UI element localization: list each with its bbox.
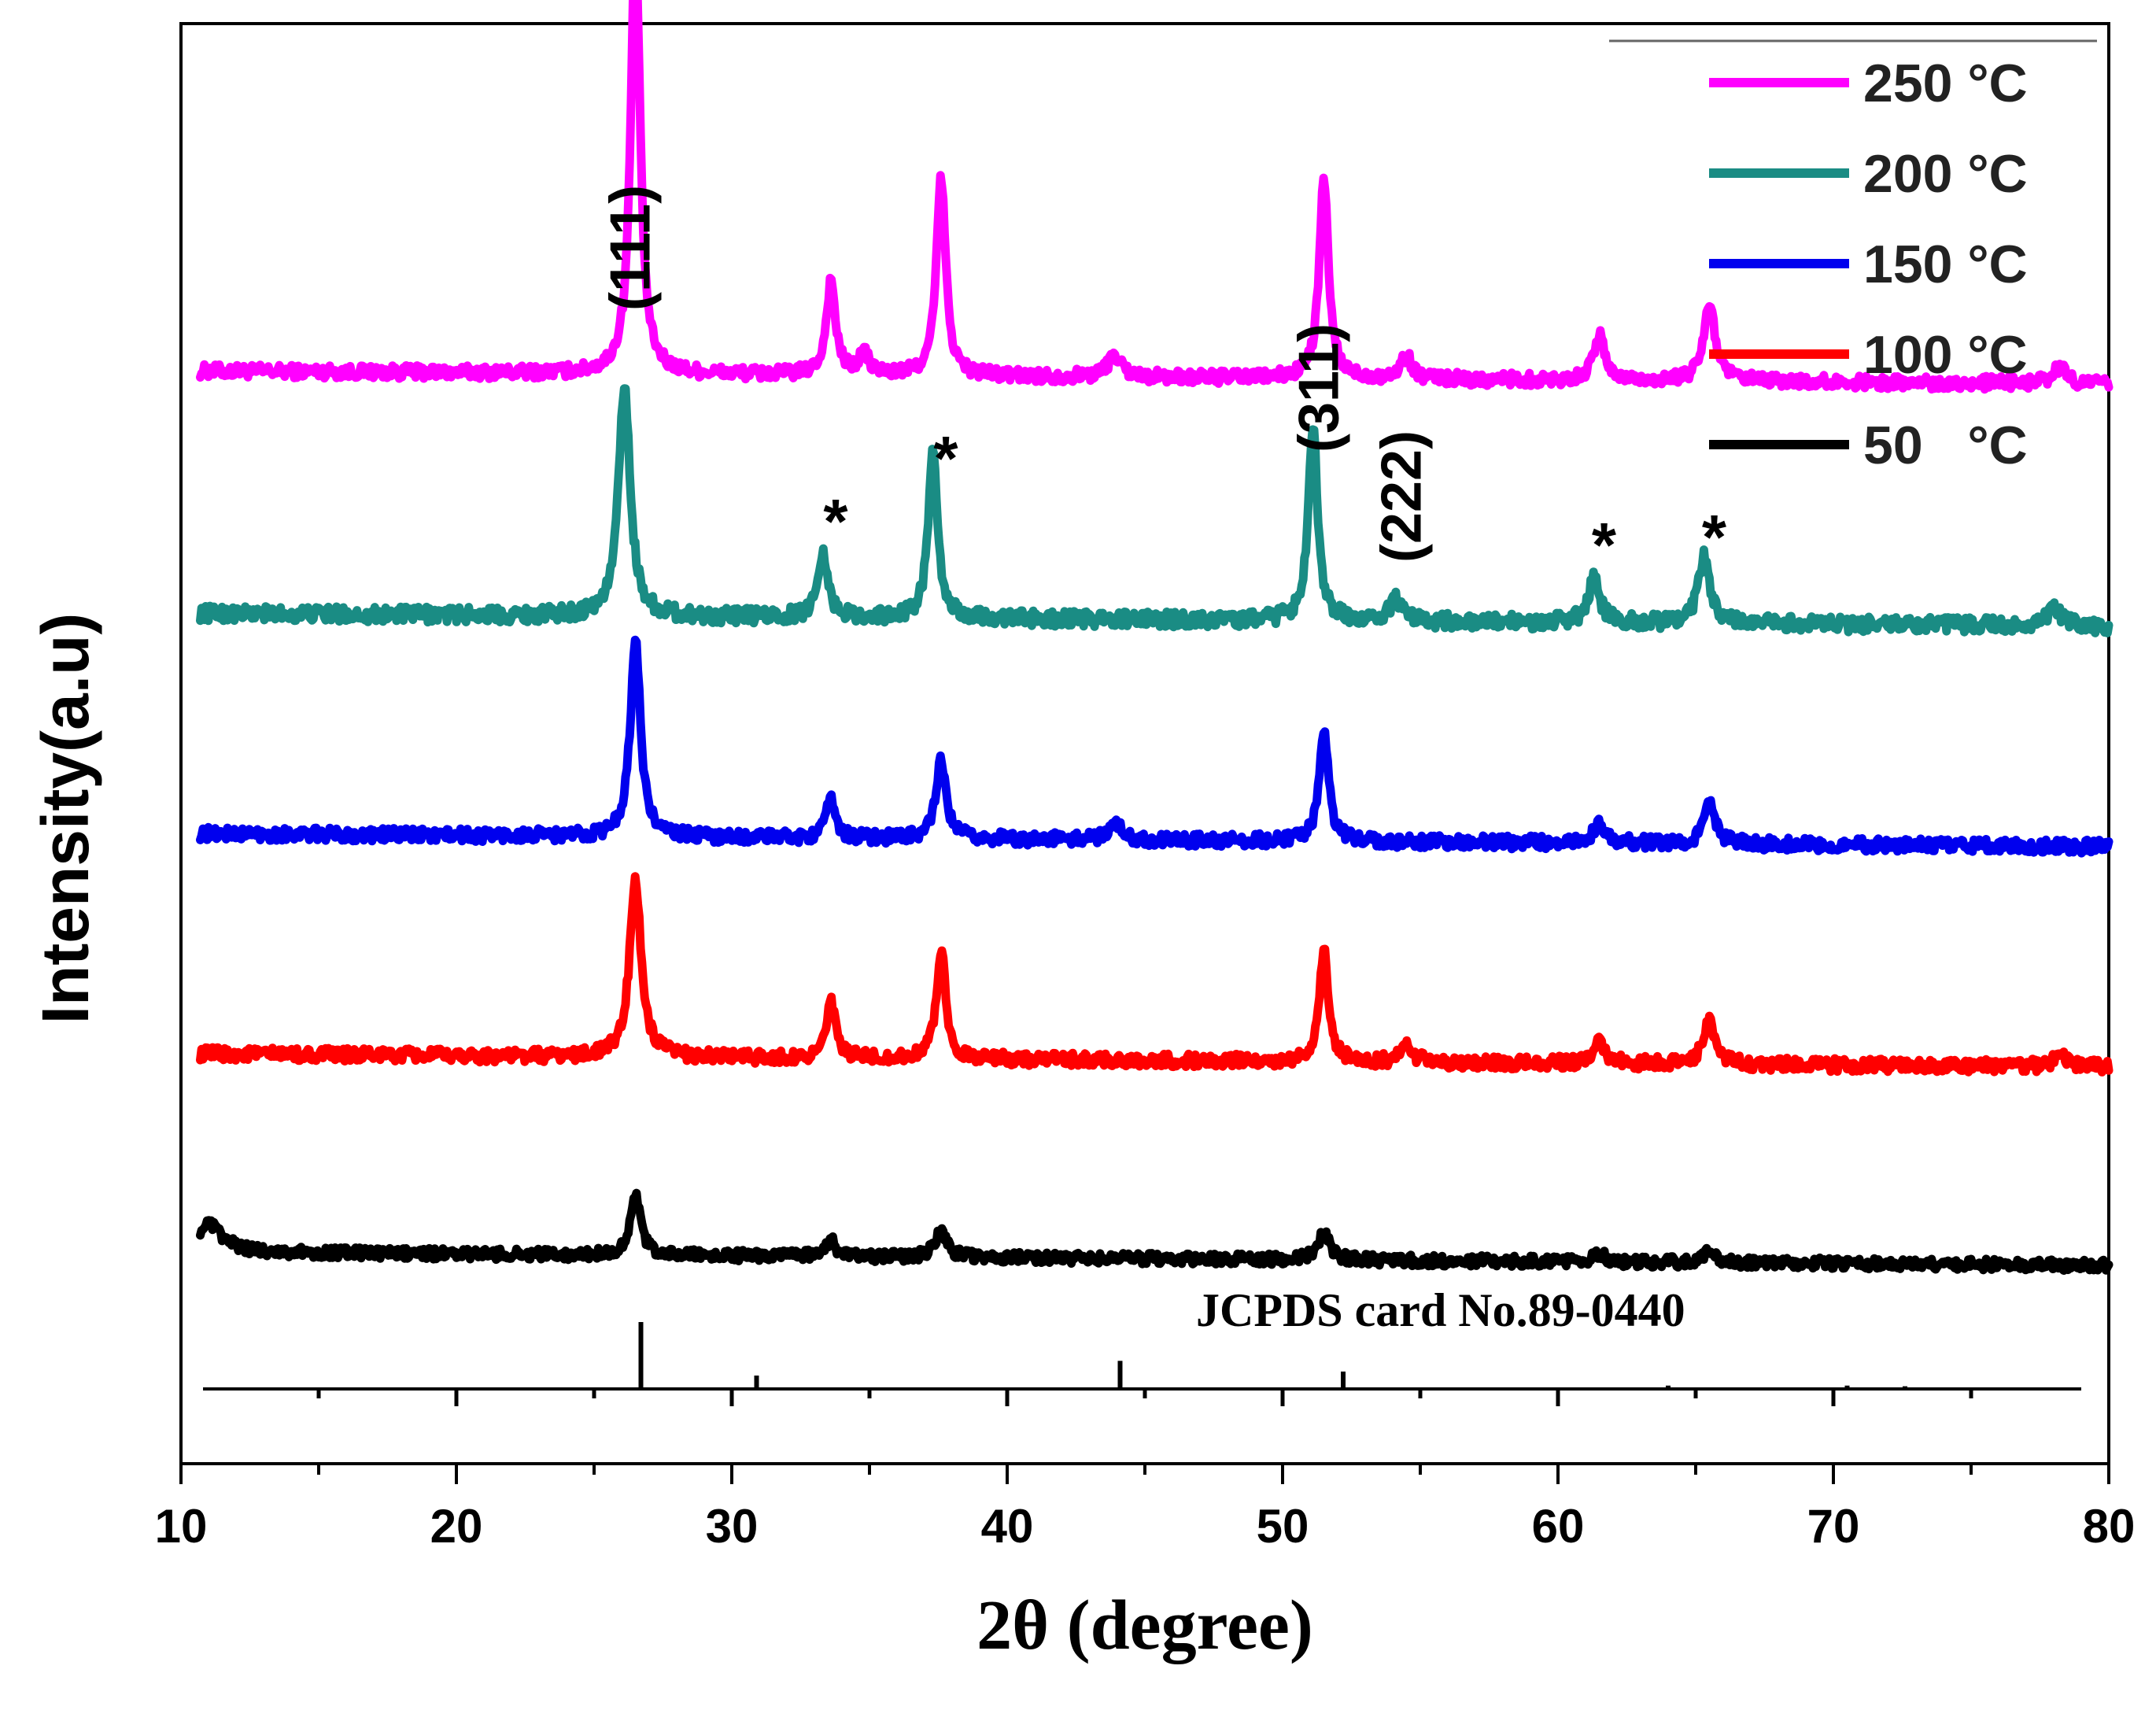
series-layer xyxy=(196,0,2114,1275)
x-tick-label-50: 50 xyxy=(1257,1500,1309,1553)
hkl-label-311: (311) xyxy=(1288,323,1351,452)
star-marker-7: * xyxy=(1702,502,1727,572)
legend-label-1: 250 °C xyxy=(1863,54,2028,113)
series-line-2 xyxy=(196,384,2114,637)
hkl-label-222: (222) xyxy=(1371,430,1434,563)
reference-pattern xyxy=(203,1322,2081,1406)
legend-label-4: 100 °C xyxy=(1863,325,2028,385)
star-marker-6: * xyxy=(1592,510,1617,580)
hkl-label-111: (111) xyxy=(600,185,663,311)
y-axis-label: Intensity(a.u) xyxy=(28,613,102,1025)
series-line-5 xyxy=(196,1188,2114,1275)
reference-label: JCPDS card No.89-0440 xyxy=(1196,1284,1685,1336)
x-tick-label-20: 20 xyxy=(430,1500,483,1553)
series-line-1 xyxy=(196,0,2114,394)
x-tick-label-70: 70 xyxy=(1807,1500,1860,1553)
x-tick-label-40: 40 xyxy=(981,1500,1034,1553)
legend-label-3: 150 °C xyxy=(1863,235,2028,294)
x-tick-label-60: 60 xyxy=(1532,1500,1585,1553)
star-marker-4: * xyxy=(823,486,848,556)
legend-label-5: 50 °C xyxy=(1863,415,2028,475)
star-marker-5: * xyxy=(933,423,958,493)
legend: 250 °C 200 °C 150 °C 100 °C 50 °C xyxy=(1709,54,2028,475)
series-line-4 xyxy=(196,872,2114,1077)
peak-annotations: (111) (311) (222) * * * * xyxy=(600,185,1727,580)
x-tick-label-80: 80 xyxy=(2083,1500,2136,1553)
series-line-3 xyxy=(196,635,2114,858)
x-axis-label: 2θ (degree) xyxy=(976,1586,1313,1664)
x-tick-label-10: 10 xyxy=(155,1500,208,1553)
x-axis-ticks: 10 20 30 40 50 60 70 80 xyxy=(155,1464,2136,1553)
x-tick-label-30: 30 xyxy=(706,1500,759,1553)
legend-label-2: 200 °C xyxy=(1863,144,2028,204)
